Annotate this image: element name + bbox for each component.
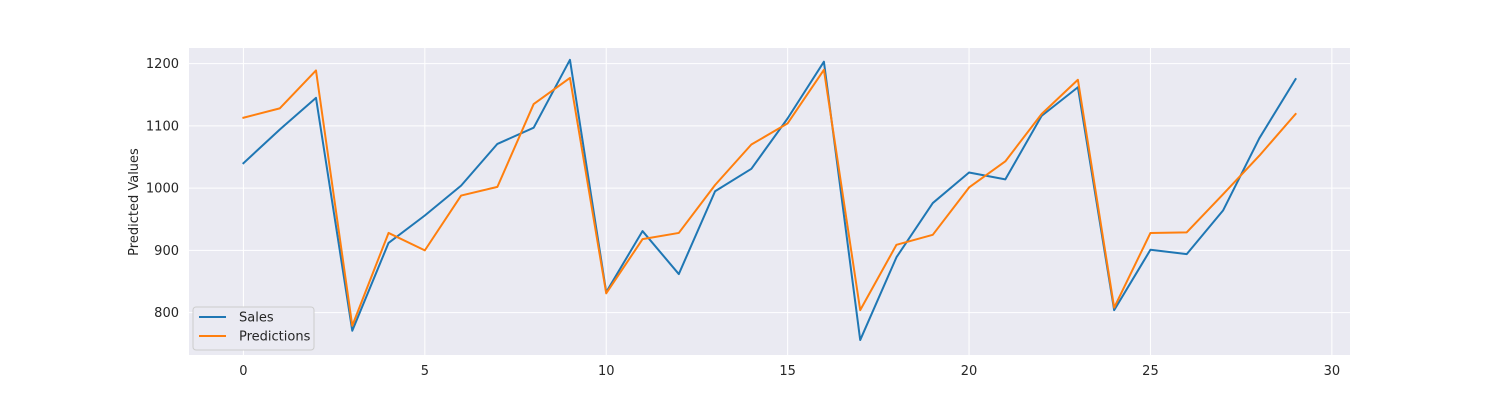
series-lines <box>242 58 1297 342</box>
x-axis-ticks: 0 5 10 15 20 25 30 <box>239 364 1340 379</box>
plot-background <box>189 48 1350 355</box>
legend: Sales Predictions <box>192 306 315 351</box>
x-tick-label: 25 <box>1142 364 1159 379</box>
legend-label-predictions: Predictions <box>239 330 311 345</box>
x-tick-label: 0 <box>239 364 247 379</box>
y-tick-label: 1200 <box>146 57 179 72</box>
x-tick-label: 30 <box>1324 364 1341 379</box>
y-tick-label: 1000 <box>146 182 179 197</box>
y-tick-label: 900 <box>154 244 179 259</box>
y-axis-ticks: 800 900 1000 1100 1200 <box>146 57 179 321</box>
x-tick-label: 20 <box>961 364 978 379</box>
predictions-series-line <box>242 68 1297 327</box>
x-tick-label: 15 <box>779 364 796 379</box>
x-tick-label: 5 <box>421 364 429 379</box>
y-tick-label: 800 <box>154 306 179 321</box>
sales-series-line <box>242 58 1297 342</box>
y-tick-label: 1100 <box>146 119 179 134</box>
legend-label-sales: Sales <box>239 311 274 326</box>
x-tick-label: 10 <box>598 364 615 379</box>
y-axis-label: Predicted Values <box>127 148 142 256</box>
